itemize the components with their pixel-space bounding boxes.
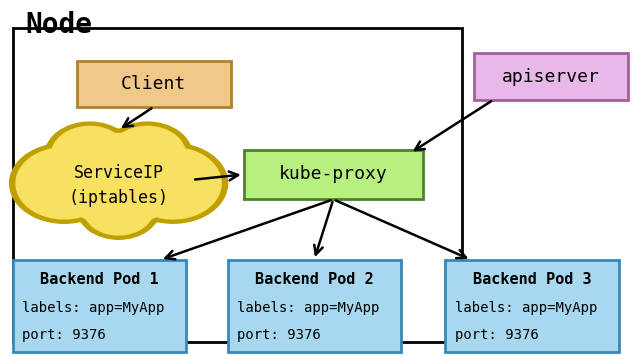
Text: kube-proxy: kube-proxy bbox=[279, 166, 388, 183]
Text: ServiceIP: ServiceIP bbox=[74, 164, 163, 182]
FancyBboxPatch shape bbox=[244, 150, 423, 199]
Ellipse shape bbox=[77, 177, 160, 239]
Ellipse shape bbox=[119, 143, 228, 223]
Text: port: 9376: port: 9376 bbox=[22, 328, 106, 342]
Text: Backend Pod 1: Backend Pod 1 bbox=[40, 272, 159, 287]
Ellipse shape bbox=[125, 148, 221, 219]
Text: labels: app=MyApp: labels: app=MyApp bbox=[22, 301, 165, 315]
Ellipse shape bbox=[10, 143, 119, 223]
FancyBboxPatch shape bbox=[474, 53, 628, 100]
Text: Backend Pod 3: Backend Pod 3 bbox=[472, 272, 592, 287]
Text: port: 9376: port: 9376 bbox=[455, 328, 539, 342]
Text: labels: app=MyApp: labels: app=MyApp bbox=[455, 301, 597, 315]
Text: Node: Node bbox=[26, 11, 93, 39]
Ellipse shape bbox=[103, 122, 192, 189]
Ellipse shape bbox=[109, 126, 186, 185]
Text: port: 9376: port: 9376 bbox=[237, 328, 321, 342]
FancyBboxPatch shape bbox=[445, 260, 619, 352]
FancyBboxPatch shape bbox=[228, 260, 401, 352]
Ellipse shape bbox=[58, 134, 179, 226]
Text: apiserver: apiserver bbox=[503, 68, 600, 85]
Ellipse shape bbox=[51, 126, 128, 185]
Text: (iptables): (iptables) bbox=[69, 189, 169, 207]
Text: labels: app=MyApp: labels: app=MyApp bbox=[237, 301, 379, 315]
Text: Backend Pod 2: Backend Pod 2 bbox=[254, 272, 374, 287]
FancyBboxPatch shape bbox=[13, 28, 462, 342]
Text: Client: Client bbox=[121, 75, 187, 93]
Ellipse shape bbox=[16, 148, 112, 219]
Ellipse shape bbox=[45, 122, 135, 189]
Ellipse shape bbox=[51, 129, 186, 230]
FancyBboxPatch shape bbox=[77, 61, 231, 107]
FancyBboxPatch shape bbox=[13, 260, 186, 352]
Ellipse shape bbox=[83, 182, 154, 235]
